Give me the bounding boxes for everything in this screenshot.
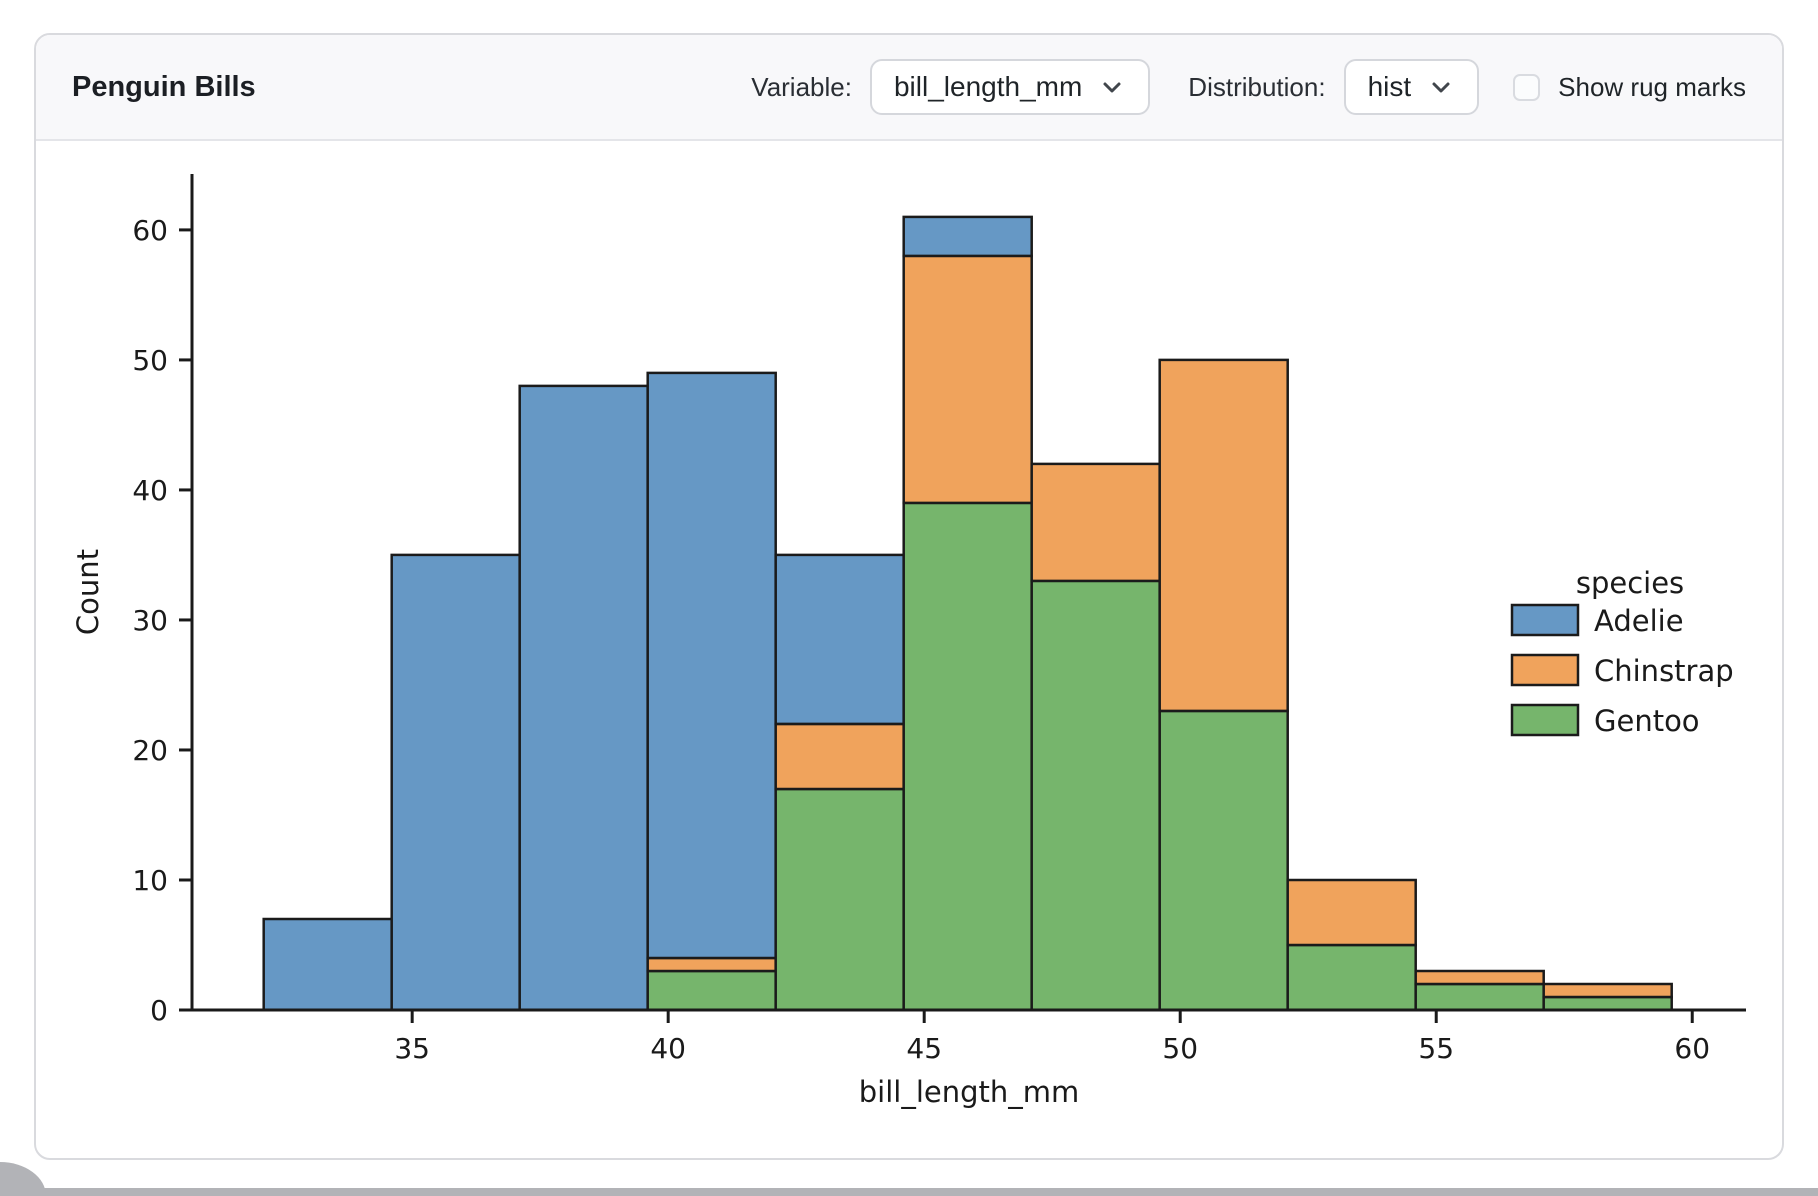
x-tick-label: 45 [906, 1032, 942, 1065]
histogram-bar-segment-adelie [902, 215, 1033, 258]
legend-label-chinstrap: Chinstrap [1594, 654, 1734, 688]
legend-swatch-adelie [1510, 603, 1580, 637]
histogram-bar-segment-chinstrap [1286, 878, 1417, 947]
histogram-bar-segment-chinstrap [1542, 982, 1673, 999]
distribution-select[interactable]: hist [1343, 59, 1480, 115]
histogram-bar-segment-gentoo [902, 501, 1033, 1012]
histogram-bar-segment-gentoo [1286, 943, 1417, 1012]
y-tick-label: 10 [132, 864, 168, 897]
show-rug-marks-checkbox[interactable] [1513, 73, 1541, 101]
legend-swatch-chinstrap [1510, 653, 1580, 687]
histogram-bar-segment-adelie [262, 917, 393, 1012]
histogram-bar-segment-gentoo [1414, 982, 1545, 1012]
chevron-down-icon [1427, 73, 1455, 101]
bottom-edge-bar [0, 1188, 1818, 1196]
y-axis-label: Count [71, 549, 105, 635]
variable-select[interactable]: bill_length_mm [869, 59, 1151, 115]
x-tick-label: 50 [1162, 1032, 1198, 1065]
histogram-bar-segment-chinstrap [646, 956, 777, 973]
legend-title: species [1576, 566, 1684, 600]
x-tick-label: 55 [1418, 1032, 1454, 1065]
histogram-bar-segment-gentoo [1158, 709, 1289, 1012]
y-tick-label: 20 [132, 734, 168, 767]
variable-label: Variable: [751, 71, 852, 102]
histogram-bar-segment-chinstrap [1414, 969, 1545, 986]
x-tick-label: 35 [394, 1032, 430, 1065]
x-axis-label: bill_length_mm [859, 1075, 1080, 1109]
page-title: Penguin Bills [72, 70, 256, 103]
card-header: Penguin Bills Variable: bill_length_mm D… [36, 35, 1782, 141]
histogram-bar-segment-adelie [390, 553, 521, 1012]
histogram-bar-segment-gentoo [646, 969, 777, 1012]
show-rug-marks-label: Show rug marks [1558, 71, 1746, 102]
y-tick-label: 50 [132, 344, 168, 377]
variable-select-value: bill_length_mm [893, 71, 1083, 102]
histogram-bar-segment-gentoo [1030, 579, 1161, 1012]
histogram-bar-segment-chinstrap [1030, 462, 1161, 583]
x-tick-label: 40 [650, 1032, 686, 1065]
axes: 35 40 45 50 55 60 0 10 20 30 40 50 60 bill_length_mm C… [71, 174, 1746, 1109]
distribution-label: Distribution: [1188, 71, 1326, 102]
legend-swatch-gentoo [1510, 703, 1580, 737]
y-tick-label: 60 [132, 214, 168, 247]
legend: species Adelie Chinstrap Gentoo [1510, 566, 1734, 738]
corner-decoration [0, 1162, 46, 1196]
legend-label-gentoo: Gentoo [1594, 704, 1700, 738]
distribution-select-value: hist [1367, 71, 1412, 102]
chevron-down-icon [1098, 73, 1126, 101]
y-tick-label: 0 [150, 994, 168, 1027]
histogram-bar-segment-adelie [646, 371, 777, 960]
histogram-bar-segment-chinstrap [902, 254, 1033, 505]
histogram-bar-segment-adelie [774, 553, 905, 726]
x-tick-label: 60 [1674, 1032, 1710, 1065]
y-tick-label: 30 [132, 604, 168, 637]
histogram-bars [262, 215, 1673, 1012]
histogram-bar-segment-chinstrap [774, 722, 905, 791]
histogram-bar-segment-gentoo [1542, 995, 1673, 1012]
histogram-bar-segment-chinstrap [1158, 358, 1289, 713]
histogram-bar-segment-gentoo [774, 787, 905, 1012]
histogram-chart: 35 40 45 50 55 60 0 10 20 30 40 50 60 bill_length_mm C… [71, 174, 1746, 1109]
histogram-bar-segment-adelie [518, 384, 649, 1012]
legend-label-adelie: Adelie [1594, 604, 1684, 638]
y-tick-label: 40 [132, 474, 168, 507]
